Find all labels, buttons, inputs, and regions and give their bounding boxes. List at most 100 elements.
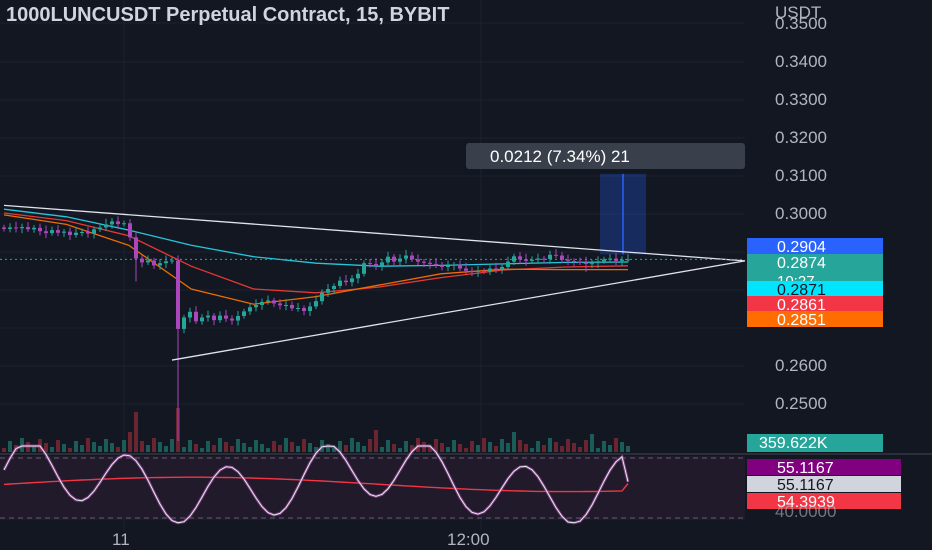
candle bbox=[230, 318, 234, 321]
volume-bar bbox=[452, 440, 456, 452]
candle bbox=[314, 301, 318, 307]
indicator-main-line-inner bbox=[3, 445, 629, 524]
volume-bar bbox=[182, 447, 186, 452]
candle bbox=[176, 260, 180, 329]
volume-bar bbox=[254, 440, 258, 452]
volume-bar bbox=[530, 448, 534, 452]
candle bbox=[356, 273, 360, 279]
x-tick-label: 11 bbox=[112, 530, 130, 549]
volume-bar bbox=[434, 439, 438, 452]
volume-bar bbox=[68, 448, 72, 452]
volume-bar bbox=[260, 444, 264, 452]
candle bbox=[32, 227, 36, 230]
candle bbox=[38, 227, 42, 232]
y-tick-label: 0.3400 bbox=[775, 52, 827, 71]
candle bbox=[8, 227, 12, 229]
candle bbox=[380, 262, 384, 266]
volume-bar bbox=[446, 447, 450, 452]
price-label: 0.2904 bbox=[777, 239, 826, 256]
volume-bar bbox=[494, 446, 498, 452]
x-tick-label: 12:00 bbox=[447, 530, 490, 549]
candle bbox=[512, 256, 516, 262]
candle bbox=[554, 254, 558, 256]
time-axis[interactable]: 11 12:00 bbox=[112, 530, 490, 549]
volume-bar bbox=[626, 446, 630, 452]
candle bbox=[242, 311, 246, 316]
volume-label: 359.622K bbox=[759, 435, 828, 452]
candle bbox=[440, 265, 444, 267]
volume-bar bbox=[470, 441, 474, 452]
candle bbox=[92, 229, 96, 234]
volume-bar bbox=[128, 432, 132, 452]
candle bbox=[320, 292, 324, 302]
price-label-bg bbox=[747, 281, 883, 297]
volume-bar bbox=[488, 442, 492, 452]
candle bbox=[266, 300, 270, 302]
candle bbox=[350, 278, 354, 283]
candle bbox=[422, 261, 426, 263]
candle bbox=[134, 237, 138, 259]
candle bbox=[518, 256, 522, 260]
candle bbox=[464, 268, 468, 271]
volume-bar bbox=[302, 439, 306, 452]
candle bbox=[80, 232, 84, 233]
candle bbox=[524, 259, 528, 261]
volume-bar bbox=[374, 430, 378, 452]
volume-bar bbox=[590, 434, 594, 452]
candle bbox=[620, 259, 624, 261]
candle bbox=[194, 311, 198, 322]
volume-bar bbox=[380, 447, 384, 452]
candle bbox=[182, 317, 186, 329]
price-axis[interactable]: USDT 0.3500 0.3400 0.3300 0.3200 0.3100 0.300… bbox=[775, 3, 827, 413]
candle bbox=[248, 307, 252, 312]
volume-bar bbox=[548, 438, 552, 452]
candle bbox=[122, 223, 126, 225]
candle bbox=[548, 254, 552, 259]
candle bbox=[158, 263, 162, 266]
axis-unit: USDT bbox=[775, 3, 821, 22]
volume-bar bbox=[482, 438, 486, 452]
candle bbox=[494, 268, 498, 270]
candle bbox=[212, 315, 216, 321]
candle bbox=[146, 260, 150, 263]
candle bbox=[272, 300, 276, 304]
price-label-bg bbox=[747, 296, 883, 312]
candle bbox=[86, 232, 90, 234]
candle bbox=[434, 263, 438, 266]
candle bbox=[398, 258, 402, 262]
volume-bar bbox=[62, 444, 66, 452]
indicator-label-bg bbox=[747, 493, 901, 509]
indicator-label: 55.1167 bbox=[777, 477, 834, 494]
candle bbox=[254, 304, 258, 308]
volume-bar bbox=[386, 440, 390, 452]
candle bbox=[584, 262, 588, 264]
volume-bar bbox=[344, 445, 348, 452]
volume-bar bbox=[392, 444, 396, 452]
candle bbox=[626, 259, 630, 261]
volume-bar bbox=[428, 446, 432, 452]
volume-bar bbox=[518, 440, 522, 452]
candle bbox=[116, 221, 120, 225]
candle bbox=[392, 256, 396, 262]
volume-bar bbox=[236, 439, 240, 452]
candle bbox=[302, 308, 306, 312]
candle bbox=[560, 255, 564, 260]
volume-label-bg bbox=[747, 434, 883, 452]
trendlines[interactable] bbox=[3, 204, 746, 361]
candle bbox=[74, 232, 78, 236]
volume-bar bbox=[326, 444, 330, 452]
volume-bar bbox=[410, 445, 414, 452]
volume-bar bbox=[572, 443, 576, 452]
volume-bar bbox=[230, 446, 234, 452]
volume-bar bbox=[44, 443, 48, 452]
volume-bar bbox=[242, 443, 246, 452]
volume-bar bbox=[188, 440, 192, 452]
candle bbox=[602, 259, 606, 262]
candle bbox=[452, 264, 456, 266]
y-tick-label: 0.3000 bbox=[775, 204, 827, 223]
volume-bar bbox=[248, 447, 252, 452]
volume-bar bbox=[608, 445, 612, 452]
volume-bar bbox=[134, 412, 138, 452]
measurement-tool[interactable]: 0.0212 (7.34%) 21 bbox=[466, 143, 745, 255]
